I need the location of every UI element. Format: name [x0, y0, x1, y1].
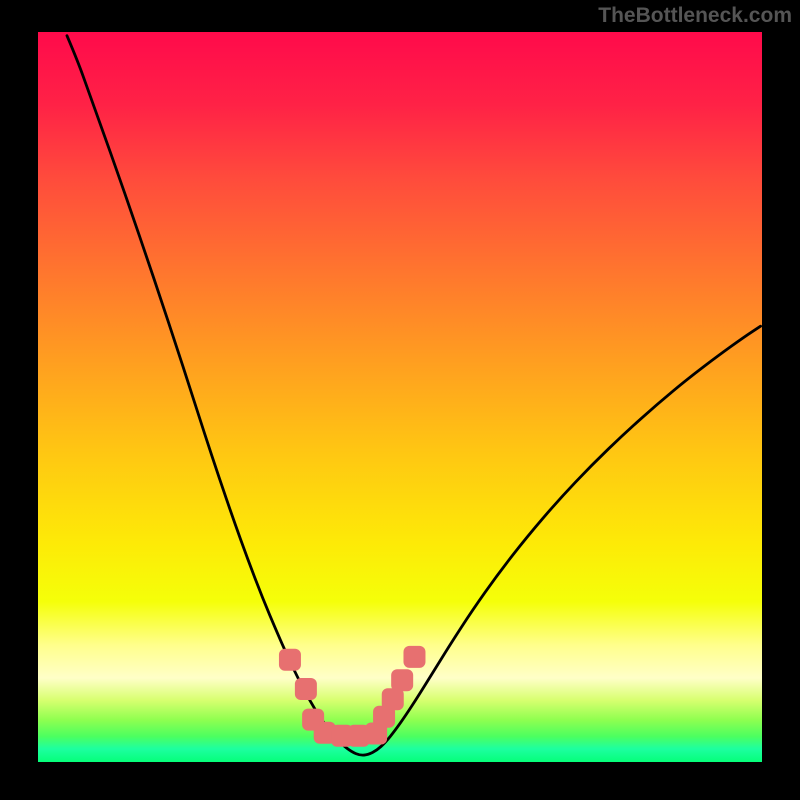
data-marker: [279, 649, 301, 671]
bottleneck-chart: [38, 32, 762, 762]
data-marker: [403, 646, 425, 668]
watermark-text: TheBottleneck.com: [598, 4, 792, 28]
data-marker: [382, 688, 404, 710]
data-marker: [295, 678, 317, 700]
chart-background-gradient: [38, 32, 762, 762]
data-marker: [391, 669, 413, 691]
